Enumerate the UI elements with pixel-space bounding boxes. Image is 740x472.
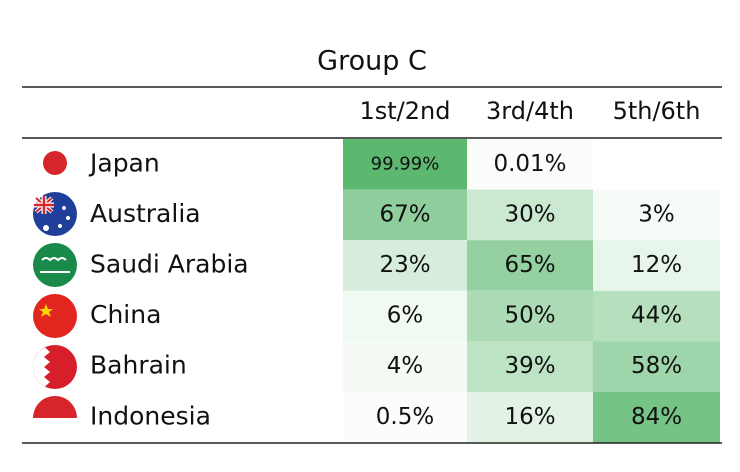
flag-saudi-arabia: [33, 243, 77, 287]
cell-value: 65%: [504, 252, 555, 278]
cell-value: 99.99%: [371, 153, 440, 174]
country-name: China: [90, 300, 161, 329]
country-name: Bahrain: [90, 351, 187, 380]
heat-cell: [593, 139, 720, 190]
cell-value: 0.5%: [376, 404, 434, 430]
cell-value: 23%: [379, 252, 430, 278]
heat-cell: [467, 240, 593, 291]
cell-value: 30%: [504, 201, 555, 227]
cells: [343, 139, 720, 443]
heat-cell: [593, 189, 720, 241]
heat-cell: [467, 139, 593, 190]
column-header: 1st/2nd: [360, 97, 451, 125]
cell-value: 16%: [504, 404, 555, 430]
cell-value: 6%: [387, 303, 424, 329]
title: Group C: [317, 46, 427, 77]
heat-cell: [593, 341, 720, 392]
heat-cell: [593, 290, 720, 342]
heat-cell: [343, 392, 467, 443]
cell-value: 39%: [504, 353, 555, 379]
heat-cell: [593, 392, 720, 443]
flag-china: [33, 294, 77, 338]
heat-cell: [343, 290, 467, 342]
heat-cell: [343, 139, 467, 190]
heat-cell: [343, 240, 467, 291]
column-header: 3rd/4th: [486, 97, 574, 125]
cell-value: 3%: [638, 201, 675, 227]
flag-indonesia: [33, 396, 77, 418]
cell-value: 67%: [379, 201, 430, 227]
cell-value: 84%: [631, 404, 682, 430]
country-name: Indonesia: [90, 401, 211, 430]
cell-value: 50%: [504, 303, 555, 329]
column-header: 5th/6th: [613, 97, 701, 125]
heat-cell: [343, 189, 467, 241]
heat-cell: [467, 392, 593, 443]
flag-japan: [43, 151, 67, 175]
heat-cell: [467, 341, 593, 392]
heat-cell: [467, 189, 593, 241]
country-name: Saudi Arabia: [90, 250, 249, 279]
cell-value: 0.01%: [493, 151, 566, 177]
heat-cell: [467, 290, 593, 342]
flag-bahrain: [33, 345, 77, 389]
heat-cell: [593, 240, 720, 291]
heat-cell: [343, 341, 467, 392]
country-name: Japan: [88, 148, 160, 177]
cell-value: 44%: [631, 303, 682, 329]
country-name: Australia: [90, 199, 201, 228]
cell-value: 58%: [631, 353, 682, 379]
cell-value: 4%: [387, 353, 424, 379]
flags: [33, 151, 77, 418]
cell-value: 12%: [631, 252, 682, 278]
flag-australia: [33, 192, 77, 236]
